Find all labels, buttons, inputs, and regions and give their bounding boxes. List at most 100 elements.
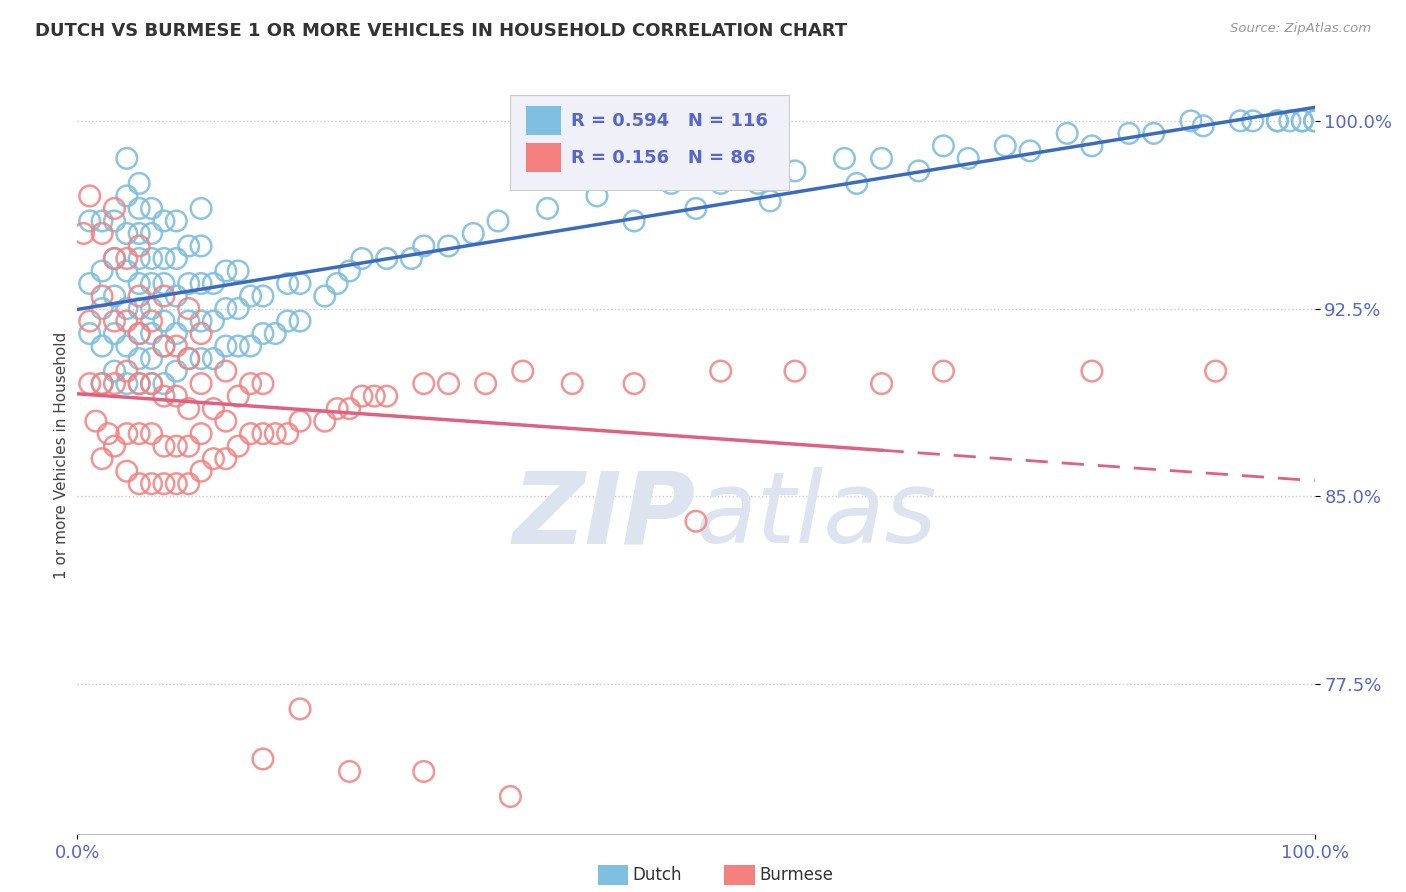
Point [141,227,163,241]
Point [141,426,163,441]
Point [288,414,311,428]
Point [1019,144,1042,158]
Point [202,314,225,328]
Text: R = 0.594   N = 116: R = 0.594 N = 116 [571,112,768,129]
Point [1192,119,1215,133]
Point [277,426,299,441]
Point [128,376,150,391]
Point [165,364,187,378]
Point [153,439,176,453]
Point [190,351,212,366]
Point [350,252,373,266]
Point [252,376,274,391]
Point [141,301,163,316]
Point [1229,113,1251,128]
Point [288,314,311,328]
Point [586,189,609,203]
Point [685,514,707,528]
Point [128,426,150,441]
Point [412,764,434,779]
Point [115,252,138,266]
Point [153,314,176,328]
Point [177,239,200,253]
Point [1180,113,1202,128]
Point [128,202,150,216]
Point [1143,127,1166,141]
Point [190,326,212,341]
Point [202,277,225,291]
Point [141,326,163,341]
Point [115,464,138,478]
Point [141,314,163,328]
Point [141,277,163,291]
Point [215,414,238,428]
Point [128,326,150,341]
Point [747,177,769,191]
Point [91,376,114,391]
Point [932,364,955,378]
Point [685,202,707,216]
Point [177,314,200,328]
Point [870,152,893,166]
Point [153,214,176,228]
Point [115,152,138,166]
Point [177,351,200,366]
Point [350,389,373,403]
Point [375,389,398,403]
Point [401,252,423,266]
Point [128,252,150,266]
Point [165,289,187,303]
Point [202,451,225,466]
Point [103,214,125,228]
Point [79,326,101,341]
Point [79,214,101,228]
Point [326,277,349,291]
Point [190,314,212,328]
Point [141,351,163,366]
Point [710,177,733,191]
Point [659,177,682,191]
Point [91,451,114,466]
Point [215,301,238,316]
Text: atlas: atlas [696,467,938,564]
Point [141,202,163,216]
Point [623,214,645,228]
Point [153,389,176,403]
Point [474,376,496,391]
Point [115,339,138,353]
Point [215,264,238,278]
Point [339,264,361,278]
Point [153,277,176,291]
Point [141,252,163,266]
Point [277,314,299,328]
Point [437,376,460,391]
Point [128,177,150,191]
Point [190,239,212,253]
Point [103,439,125,453]
Point [128,326,150,341]
Point [177,351,200,366]
Point [326,401,349,416]
Point [239,426,262,441]
Point [91,227,114,241]
Point [103,202,125,216]
Text: Dutch: Dutch [633,866,682,884]
Point [1291,113,1313,128]
Point [759,194,782,208]
Point [1291,113,1313,128]
Point [115,264,138,278]
Point [252,289,274,303]
Point [239,376,262,391]
Point [91,376,114,391]
Point [907,164,929,178]
Text: ZIP: ZIP [513,467,696,564]
Point [177,301,200,316]
Point [115,364,138,378]
Point [202,401,225,416]
Point [252,326,274,341]
Point [215,339,238,353]
Point [1241,113,1264,128]
Point [165,476,187,491]
Point [165,326,187,341]
Y-axis label: 1 or more Vehicles in Household: 1 or more Vehicles in Household [53,331,69,579]
